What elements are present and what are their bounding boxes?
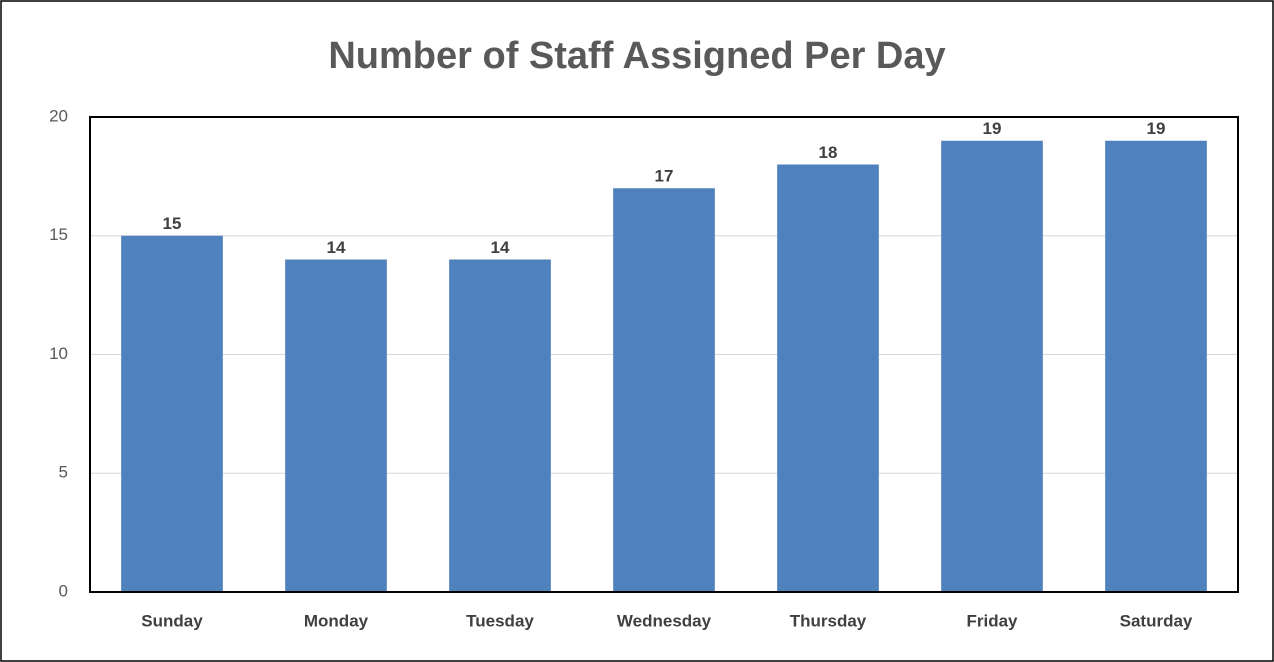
value-label: 14 <box>491 238 510 257</box>
bar <box>613 188 715 592</box>
value-label: 15 <box>163 214 182 233</box>
bar <box>941 140 1043 592</box>
bar <box>121 235 223 592</box>
bar <box>1105 140 1207 592</box>
value-label: 19 <box>983 119 1002 138</box>
x-tick-label: Wednesday <box>617 611 712 630</box>
x-tick-label: Friday <box>966 611 1018 630</box>
x-tick-label: Thursday <box>790 611 867 630</box>
x-tick-label: Monday <box>304 611 369 630</box>
y-tick-label: 20 <box>49 106 68 125</box>
value-label: 14 <box>327 238 346 257</box>
bar <box>285 259 387 592</box>
chart-title: Number of Staff Assigned Per Day <box>328 35 945 77</box>
y-tick-label: 10 <box>49 344 68 363</box>
value-label: 17 <box>655 167 674 186</box>
value-label: 19 <box>1147 119 1166 138</box>
y-tick-label: 15 <box>49 225 68 244</box>
bar <box>449 259 551 592</box>
plot-border <box>89 116 1239 593</box>
y-tick-label: 0 <box>59 581 68 600</box>
x-tick-label: Saturday <box>1120 611 1193 630</box>
x-tick-label: Tuesday <box>466 611 534 630</box>
y-tick-label: 5 <box>59 463 68 482</box>
value-label: 18 <box>819 143 838 162</box>
bar <box>777 164 879 592</box>
x-tick-label: Sunday <box>141 611 203 630</box>
